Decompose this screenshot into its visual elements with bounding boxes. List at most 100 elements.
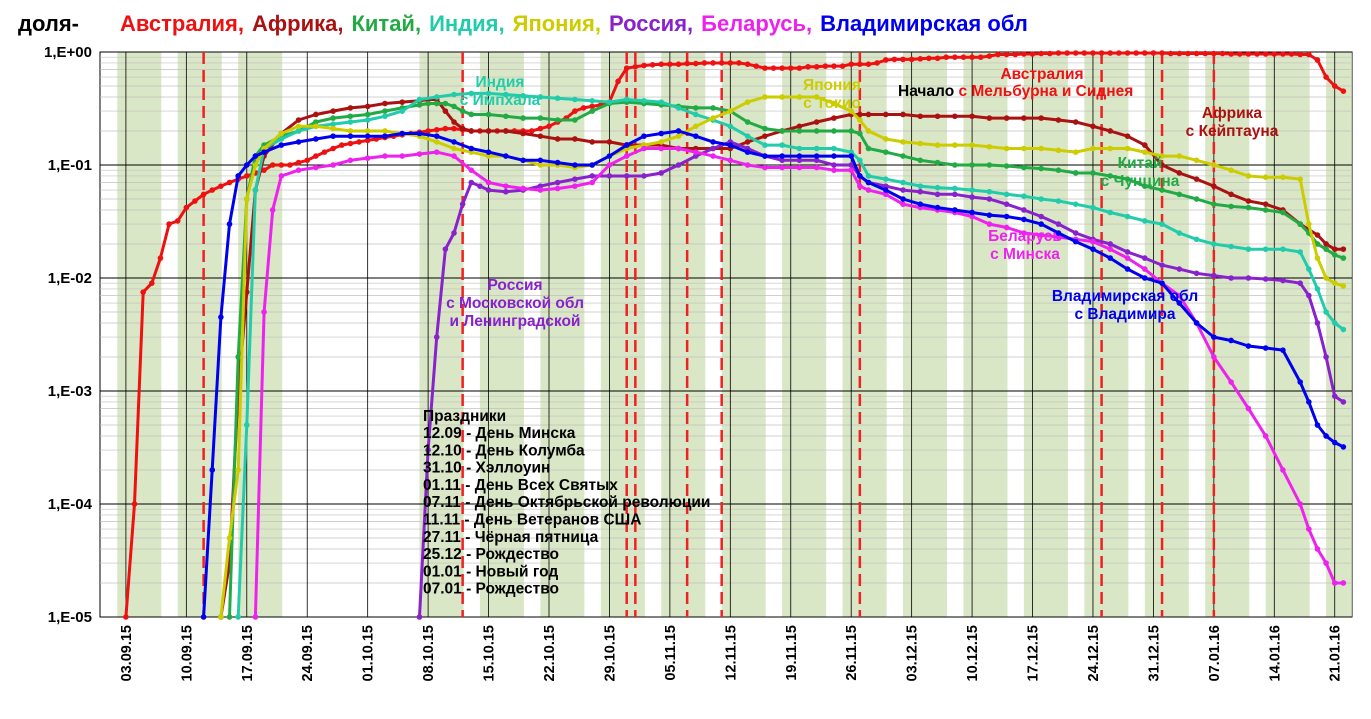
data-point [744, 139, 751, 145]
data-point [537, 187, 544, 193]
data-point [313, 153, 319, 159]
x-tick-label: 03.09.15 [119, 625, 135, 681]
data-point [813, 164, 820, 171]
data-point [1159, 187, 1165, 193]
data-point [710, 115, 716, 121]
data-point [1021, 115, 1027, 121]
data-point [969, 142, 975, 148]
data-point [1124, 266, 1131, 272]
y-tick-label: 1,E-05 [48, 609, 92, 626]
data-point [658, 130, 665, 137]
data-point [857, 61, 863, 67]
data-point [1116, 50, 1122, 56]
weekend-band [842, 52, 887, 617]
data-point [451, 139, 457, 145]
y-tick-label: 1,E+00 [44, 44, 92, 61]
data-point [330, 115, 336, 121]
data-point [364, 128, 371, 134]
data-point [1124, 213, 1131, 220]
data-point [891, 56, 898, 63]
data-point [589, 97, 595, 104]
x-tick-label: 21.01.16 [1328, 625, 1344, 681]
annotation-label: Беларусь [988, 228, 1062, 245]
data-point [1297, 379, 1303, 385]
data-point [1211, 334, 1217, 340]
data-point [952, 162, 958, 168]
data-point [295, 117, 302, 123]
data-point [1297, 280, 1303, 286]
data-point [459, 201, 466, 207]
data-point [261, 167, 267, 173]
data-point [1176, 292, 1183, 299]
data-point [675, 133, 682, 139]
data-point [1262, 207, 1269, 213]
data-point [589, 108, 595, 114]
data-point [1090, 246, 1096, 252]
data-point [1055, 198, 1062, 204]
data-point [1021, 51, 1027, 57]
data-point [589, 162, 595, 168]
data-point [537, 115, 544, 121]
data-point [1124, 50, 1131, 56]
x-tick-label: 22.10.15 [542, 625, 558, 681]
data-point [848, 162, 854, 168]
data-point [554, 159, 561, 166]
data-point [692, 123, 699, 130]
data-point [831, 115, 837, 121]
data-point [243, 162, 250, 168]
x-tick-label: 26.11.15 [844, 625, 860, 681]
data-point [900, 187, 906, 193]
data-point [416, 102, 423, 108]
data-point [330, 108, 336, 114]
data-point [226, 179, 233, 186]
series-line [219, 95, 1344, 618]
data-point [1228, 379, 1234, 385]
data-point [226, 221, 233, 227]
data-point [1193, 50, 1200, 57]
data-point [675, 145, 682, 152]
series-lines [123, 50, 1347, 620]
data-point [382, 113, 388, 120]
data-point [744, 99, 751, 105]
weekend-band [782, 52, 827, 617]
data-point [857, 183, 863, 189]
x-tick-label: 24.12.15 [1086, 625, 1102, 681]
data-point [416, 614, 423, 620]
data-point [295, 123, 302, 130]
data-point [744, 162, 751, 168]
data-point [917, 140, 924, 147]
data-point [321, 149, 328, 155]
data-point [1193, 320, 1200, 326]
data-point [623, 142, 630, 148]
data-point [744, 133, 751, 139]
data-point [1331, 439, 1338, 446]
data-point [796, 94, 803, 100]
data-point [1297, 221, 1303, 227]
data-point [718, 60, 725, 66]
data-point [313, 111, 319, 118]
data-point [1211, 201, 1217, 207]
data-point [313, 136, 319, 142]
data-point [874, 60, 880, 66]
data-point [1176, 266, 1183, 272]
data-point [848, 149, 854, 155]
data-point [1306, 51, 1312, 58]
holiday-item: 31.10 - Хэллоуин [423, 460, 550, 477]
data-point [252, 187, 259, 193]
data-point [900, 153, 906, 159]
data-point [857, 117, 863, 123]
data-point [969, 209, 975, 216]
weekend-band [903, 52, 948, 617]
data-point [235, 614, 241, 620]
data-point [848, 167, 854, 173]
data-point [848, 153, 854, 159]
title-part: Китай, [351, 11, 421, 36]
weekend-band [177, 52, 222, 617]
data-point [1141, 218, 1148, 224]
title-part: Япония, [513, 11, 601, 36]
annotation-label: с Кейптауна [1186, 123, 1279, 140]
data-point [330, 121, 336, 127]
data-point [969, 213, 975, 220]
data-point [1046, 50, 1053, 57]
annotation-label: с Импхала [460, 92, 541, 109]
